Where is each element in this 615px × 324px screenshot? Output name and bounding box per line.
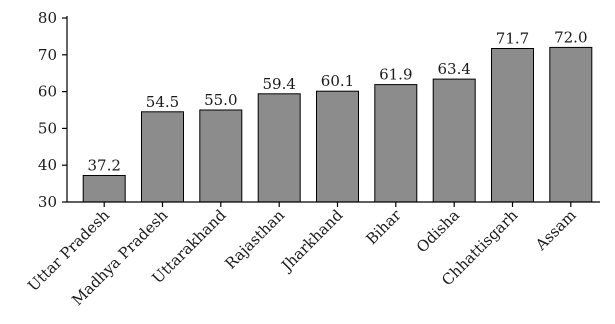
y-tick-label-50: 50 [38, 119, 57, 137]
y-tick-label-80: 80 [38, 9, 57, 27]
bars-group [82, 46, 593, 203]
category-label-bihar: Bihar [362, 206, 405, 249]
data-label-rajasthan: 59.4 [262, 75, 295, 93]
data-label-uttarakhand: 55.0 [204, 91, 237, 109]
y-axis: 30 40 50 60 70 80 [38, 9, 68, 211]
bar-assam [549, 46, 593, 203]
data-label-madhya-pradesh: 54.5 [146, 93, 179, 111]
data-label-odisha: 63.4 [437, 60, 470, 78]
bar-bihar [374, 84, 418, 203]
data-label-assam: 72.0 [554, 28, 587, 46]
category-label-odisha: Odisha [413, 206, 463, 256]
bar-uttar-pradesh [82, 175, 126, 203]
bar-chhattisgarh [491, 48, 534, 203]
bar-rajasthan [257, 93, 301, 203]
category-label-jharkhand: Jharkhand [277, 206, 347, 276]
bar-jharkhand [316, 90, 359, 203]
data-label-jharkhand: 60.1 [321, 72, 354, 90]
bar-madhya-pradesh [141, 111, 184, 203]
y-tick-label-70: 70 [38, 46, 57, 64]
y-tick-label-30: 30 [38, 193, 57, 211]
data-label-chhattisgarh: 71.7 [496, 30, 529, 48]
category-label-assam: Assam [531, 206, 579, 254]
y-tick-label-40: 40 [38, 156, 57, 174]
x-axis [67, 201, 600, 207]
y-tick-label-60: 60 [38, 83, 57, 101]
bar-uttarakhand [199, 109, 243, 203]
data-labels-group: 37.2 54.5 55.0 59.4 60.1 61.9 63.4 71.7 72.0 [87, 28, 587, 174]
data-label-uttar-pradesh: 37.2 [87, 157, 120, 175]
bar-odisha [432, 78, 476, 203]
data-label-bihar: 61.9 [379, 66, 412, 84]
